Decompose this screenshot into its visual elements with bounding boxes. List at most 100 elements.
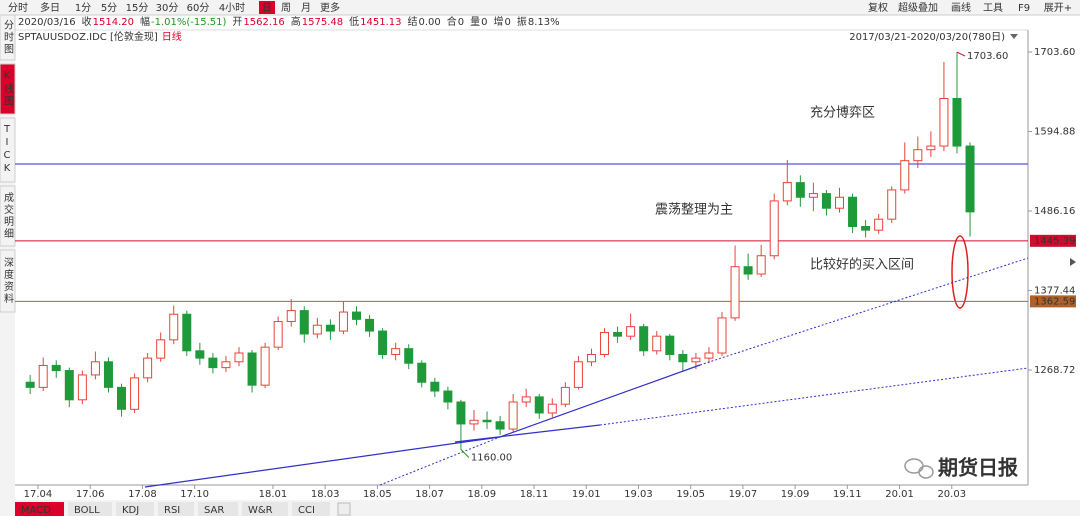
indicator-label[interactable]: BOLL — [74, 505, 100, 516]
info-label: 开 — [232, 17, 242, 28]
candle-body — [443, 390, 453, 403]
tool-button[interactable]: 展开+ — [1044, 2, 1072, 14]
period-button[interactable]: 15分 — [126, 2, 149, 14]
candle-body — [769, 200, 779, 257]
candle-body — [221, 361, 231, 369]
tool-button[interactable]: F9 — [1018, 3, 1030, 14]
indicator-tab[interactable] — [15, 502, 64, 516]
indicator-label[interactable]: KDJ — [122, 505, 139, 516]
period-button[interactable]: 多日 — [40, 1, 60, 14]
candle-body — [195, 350, 205, 359]
sidebar-tab[interactable] — [0, 249, 16, 313]
period-button[interactable]: 分时 — [8, 2, 28, 14]
indicator-tab[interactable] — [68, 502, 112, 516]
sidebar-tab[interactable] — [0, 63, 16, 115]
sidebar-label[interactable]: 分时图 — [2, 19, 14, 55]
range-dropdown[interactable] — [1010, 34, 1018, 39]
candle-body — [600, 332, 610, 355]
indicator-tab[interactable] — [292, 502, 330, 516]
x-tick-label: 19.03 — [624, 489, 653, 500]
info-value: 1451.13 — [360, 17, 401, 28]
x-tick-label: 18.11 — [520, 489, 549, 500]
symbol: SPTAUUSDOZ.IDC [伦敦金现] — [18, 30, 158, 43]
period-button[interactable]: 更多 — [320, 1, 340, 14]
info-label: 收 — [82, 15, 92, 28]
candle-body — [103, 361, 113, 388]
candle-body — [208, 357, 218, 369]
candle-body — [51, 364, 61, 372]
period-button[interactable]: 日 — [262, 3, 272, 14]
indicator-label[interactable]: CCI — [298, 505, 315, 516]
trendline — [499, 364, 701, 438]
x-tick-label: 19.07 — [729, 489, 758, 500]
tool-button[interactable]: 画线 — [951, 1, 971, 14]
candle-body — [808, 193, 818, 198]
candle-body — [456, 401, 466, 425]
sidebar-tab[interactable] — [0, 185, 16, 247]
sidebar-label[interactable]: TICK — [2, 124, 13, 176]
candle-body — [939, 98, 949, 147]
sidebar-label[interactable]: K线图 — [2, 71, 14, 108]
candle-body — [495, 421, 505, 430]
min-label: 1160.00 — [471, 453, 512, 464]
candle-body — [717, 317, 727, 354]
indicator-label[interactable]: SAR — [204, 505, 224, 516]
candle-body — [90, 361, 100, 376]
info-label: 振 — [517, 15, 527, 28]
x-tick-label: 19.01 — [572, 489, 601, 500]
candle-body — [338, 311, 348, 332]
x-tick-label: 19.05 — [676, 489, 705, 500]
info-label: 合 — [447, 15, 457, 28]
info-value: 8.13% — [528, 17, 560, 28]
sidebar-tab[interactable] — [0, 117, 16, 183]
tool-button[interactable]: 超级叠加 — [898, 1, 938, 14]
indicator-tab[interactable] — [158, 502, 194, 516]
expand-arrow[interactable] — [1070, 258, 1076, 266]
candle-body — [325, 324, 335, 332]
candle-body — [130, 377, 140, 410]
period-button[interactable]: 4小时 — [219, 2, 245, 14]
tool-button[interactable]: 复权 — [868, 1, 888, 14]
candle-body — [926, 145, 936, 151]
candle-body — [77, 374, 87, 401]
watermark-icon — [904, 458, 934, 479]
candle-body — [25, 381, 35, 388]
indicator-label[interactable]: RSI — [164, 505, 180, 516]
period-button[interactable]: 1分 — [75, 2, 91, 14]
candle-body — [38, 364, 48, 388]
indicator-tab[interactable] — [198, 502, 238, 516]
info-value: 0 — [458, 17, 464, 28]
candle-body — [573, 361, 583, 388]
trendline — [379, 436, 501, 486]
indicator-label[interactable]: W&R — [248, 505, 273, 516]
sidebar-label[interactable]: 深度资料 — [2, 257, 14, 305]
candle-body — [900, 160, 910, 191]
candle-body — [156, 339, 166, 359]
indicator-more[interactable] — [337, 502, 351, 516]
candle-body — [234, 352, 244, 363]
sidebar-label[interactable]: 成交明细 — [2, 192, 14, 240]
x-tick-label: 18.03 — [311, 489, 340, 500]
sidebar-tab[interactable] — [0, 14, 16, 61]
y-tick-label: 1703.60 — [1034, 47, 1075, 58]
candle-body — [182, 313, 192, 352]
annotation: 震荡整理为主 — [655, 203, 733, 218]
indicator-tab[interactable] — [242, 502, 288, 516]
info-value: 0 — [505, 17, 511, 28]
hline-label-bg — [1030, 234, 1076, 247]
indicator-tab[interactable] — [116, 502, 154, 516]
y-tick-label: 1377.44 — [1034, 286, 1075, 297]
tool-button[interactable]: 工具 — [983, 2, 1003, 14]
period-button[interactable]: 5分 — [101, 2, 117, 14]
hline-label: 1445.39 — [1034, 236, 1075, 247]
period-button[interactable]: 30分 — [156, 2, 179, 14]
period-button[interactable]: 60分 — [187, 2, 210, 14]
period-button[interactable]: 月 — [301, 2, 311, 14]
y-tick-label: 1486.16 — [1034, 206, 1075, 217]
indicator-label[interactable]: MACD — [21, 505, 51, 516]
period-button[interactable]: 周 — [281, 2, 291, 14]
candle-body — [547, 403, 557, 414]
candle-body — [795, 182, 805, 198]
candle-body — [730, 266, 740, 319]
